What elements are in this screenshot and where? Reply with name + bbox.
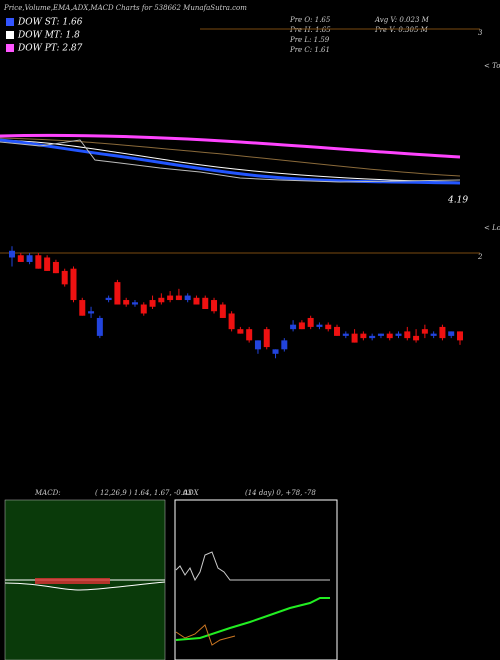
candle-body <box>342 333 349 336</box>
candle-body <box>246 329 253 341</box>
candle-body <box>184 295 191 301</box>
stat: Pre C: 1.61 <box>289 46 330 54</box>
adx-line <box>175 551 330 582</box>
candle-body <box>131 302 138 305</box>
candle-body <box>351 333 358 343</box>
stat: Pre H: 1.65 <box>289 26 331 34</box>
candle-body <box>70 268 77 301</box>
stat: Pre L: 1.59 <box>289 36 330 44</box>
candle-body <box>457 331 463 341</box>
candle-body <box>316 324 323 327</box>
ma-long <box>0 133 461 159</box>
annotation: 4.19 <box>447 196 468 206</box>
legend-swatch <box>6 31 14 39</box>
candle-body <box>228 313 235 330</box>
candle-body <box>35 255 42 269</box>
candle-body <box>386 333 393 339</box>
candle-body <box>88 311 95 314</box>
candle-body <box>369 335 376 339</box>
candle-body <box>325 324 332 330</box>
candle-body <box>421 329 428 334</box>
candle-body <box>290 324 297 330</box>
candle-body <box>413 335 420 341</box>
candle-body <box>202 297 209 309</box>
legend-label: DOW MT: 1.8 <box>17 31 80 41</box>
candle-body <box>395 333 402 336</box>
candle-body <box>158 297 165 303</box>
candle-body <box>307 317 314 327</box>
candle-body <box>114 282 121 305</box>
panel-title: MACD: <box>34 489 61 497</box>
panel-params: ( 12,26,9 ) 1.64, 1.67, -0.03 <box>95 489 192 497</box>
candle-body <box>123 300 130 305</box>
candle-body <box>96 317 103 336</box>
chart-title: Price,Volume,EMA,ADX,MACD Charts for 538… <box>3 4 247 12</box>
stat: Pre O: 1.65 <box>289 16 331 24</box>
legend-label: DOW ST: 1.66 <box>17 18 83 28</box>
stat: Pre V: 0.305 M <box>374 26 429 34</box>
plus-di <box>175 597 330 641</box>
moving-averages <box>0 133 461 185</box>
y-tick-label: 2 <box>477 253 483 261</box>
candle-body <box>254 340 261 350</box>
candle-body <box>263 329 270 348</box>
candle-body <box>430 333 437 336</box>
ma-mt <box>0 139 461 183</box>
legend-swatch <box>6 44 14 52</box>
candle-body <box>9 250 15 258</box>
panel-title: ADX <box>182 489 200 497</box>
candle-body <box>334 326 341 336</box>
candle-body <box>52 261 59 274</box>
annotation: < Lows <box>484 224 500 232</box>
candle-body <box>26 255 33 262</box>
candle-body <box>149 300 156 307</box>
candle-body <box>281 340 288 350</box>
annotation: < Tops <box>484 62 500 70</box>
candle-body <box>193 297 200 305</box>
candle-body <box>105 297 112 301</box>
candle-body <box>167 295 174 301</box>
legend-label: DOW PT: 2.87 <box>17 44 83 54</box>
candle-body <box>448 331 455 336</box>
candle-body <box>272 349 279 354</box>
candle-body <box>211 300 218 312</box>
minus-di <box>175 624 236 646</box>
candle-body <box>17 255 24 262</box>
stat: Avg V: 0.023 M <box>374 16 430 24</box>
candle-body <box>175 295 182 301</box>
candle-body <box>79 300 86 316</box>
candle-body <box>404 331 411 339</box>
candle-body <box>140 304 147 314</box>
y-tick-label: 3 <box>478 29 483 37</box>
candle-body <box>360 333 367 339</box>
macd-line <box>4 581 166 591</box>
candle-body <box>439 326 446 339</box>
ma-mid <box>0 137 461 177</box>
candle-body <box>219 304 226 318</box>
panel-params: (14 day) 0, +78, -78 <box>245 489 316 497</box>
price-line <box>0 139 461 183</box>
candle-body <box>237 329 244 334</box>
candle-body <box>61 270 68 285</box>
legend-swatch <box>6 18 14 26</box>
candle-body <box>298 322 305 330</box>
macd-histogram <box>35 578 110 584</box>
candle-body <box>44 257 51 271</box>
candle-body <box>377 333 384 336</box>
